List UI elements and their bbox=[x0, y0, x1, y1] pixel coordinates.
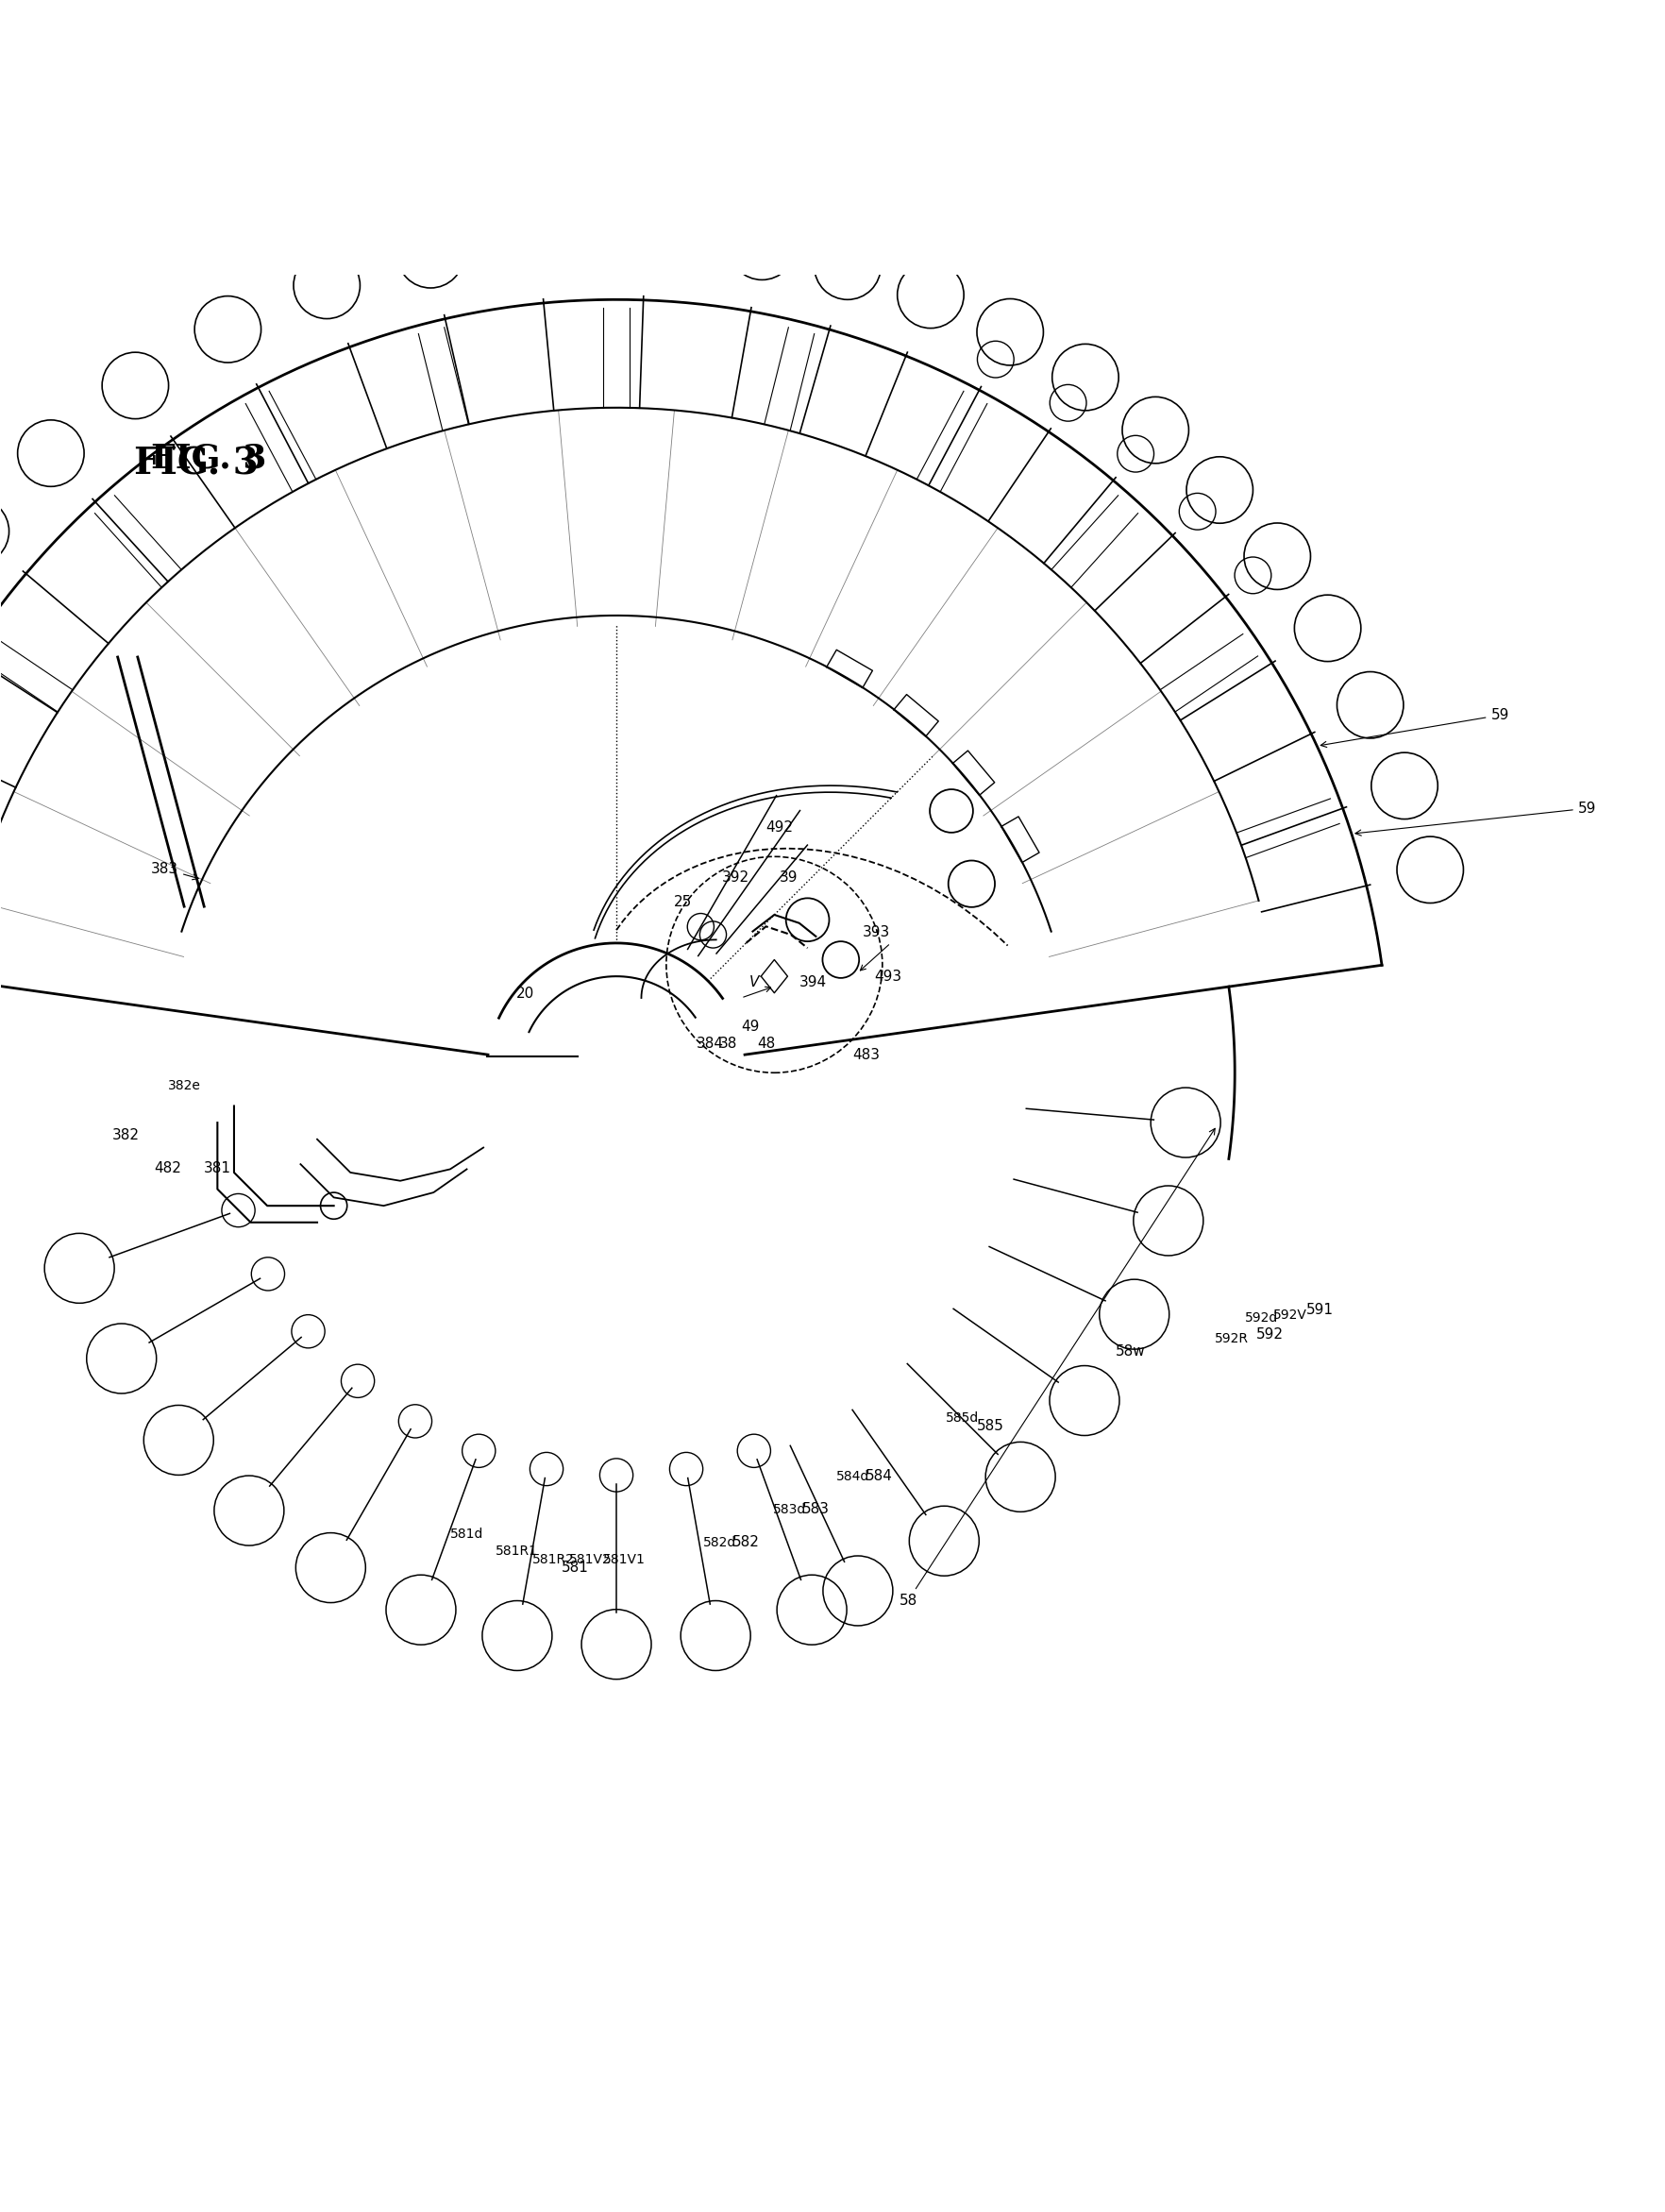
Text: 59: 59 bbox=[1320, 708, 1508, 748]
Text: 38: 38 bbox=[719, 1037, 738, 1051]
Text: 382e: 382e bbox=[168, 1079, 200, 1093]
Text: 482: 482 bbox=[153, 1161, 181, 1175]
Text: 592: 592 bbox=[1257, 1327, 1284, 1343]
Text: 591: 591 bbox=[1307, 1303, 1334, 1316]
Text: 393: 393 bbox=[862, 925, 891, 940]
Text: 49: 49 bbox=[741, 1020, 759, 1033]
Text: 394: 394 bbox=[799, 975, 828, 989]
Text: 581V2: 581V2 bbox=[569, 1553, 611, 1566]
Text: 58w: 58w bbox=[1116, 1345, 1146, 1358]
Text: 58: 58 bbox=[899, 1128, 1215, 1608]
Text: 582: 582 bbox=[733, 1535, 759, 1548]
Text: 25: 25 bbox=[674, 896, 693, 909]
Text: FIG. 3: FIG. 3 bbox=[152, 442, 266, 473]
Text: 492: 492 bbox=[766, 821, 793, 834]
Text: 383: 383 bbox=[152, 863, 198, 880]
Text: V: V bbox=[749, 975, 759, 989]
Text: 581: 581 bbox=[561, 1559, 588, 1575]
Text: 582d: 582d bbox=[703, 1537, 736, 1548]
Text: 20: 20 bbox=[516, 987, 534, 1000]
Text: 392: 392 bbox=[723, 869, 749, 885]
Text: 585: 585 bbox=[977, 1418, 1004, 1433]
Text: 59: 59 bbox=[1355, 801, 1597, 836]
Text: 581d: 581d bbox=[450, 1528, 483, 1542]
Text: 583d: 583d bbox=[773, 1502, 806, 1515]
Text: 581R1: 581R1 bbox=[496, 1544, 538, 1557]
Text: 381: 381 bbox=[203, 1161, 231, 1175]
Text: 592R: 592R bbox=[1215, 1332, 1249, 1345]
Text: 382: 382 bbox=[112, 1128, 140, 1141]
Text: 493: 493 bbox=[874, 971, 901, 984]
Text: 592d: 592d bbox=[1245, 1312, 1279, 1325]
Text: 581V1: 581V1 bbox=[603, 1553, 646, 1566]
Text: 585d: 585d bbox=[946, 1411, 979, 1425]
Text: 584d: 584d bbox=[836, 1469, 869, 1482]
Text: 581R2: 581R2 bbox=[533, 1553, 574, 1566]
Text: 384: 384 bbox=[696, 1037, 724, 1051]
Text: FIG. 3: FIG. 3 bbox=[135, 447, 258, 482]
Text: 39: 39 bbox=[779, 869, 798, 885]
Text: 583: 583 bbox=[803, 1502, 829, 1515]
Text: 584: 584 bbox=[866, 1469, 892, 1482]
Text: 483: 483 bbox=[852, 1048, 879, 1062]
Text: 592V: 592V bbox=[1274, 1310, 1307, 1321]
Text: 48: 48 bbox=[758, 1037, 776, 1051]
